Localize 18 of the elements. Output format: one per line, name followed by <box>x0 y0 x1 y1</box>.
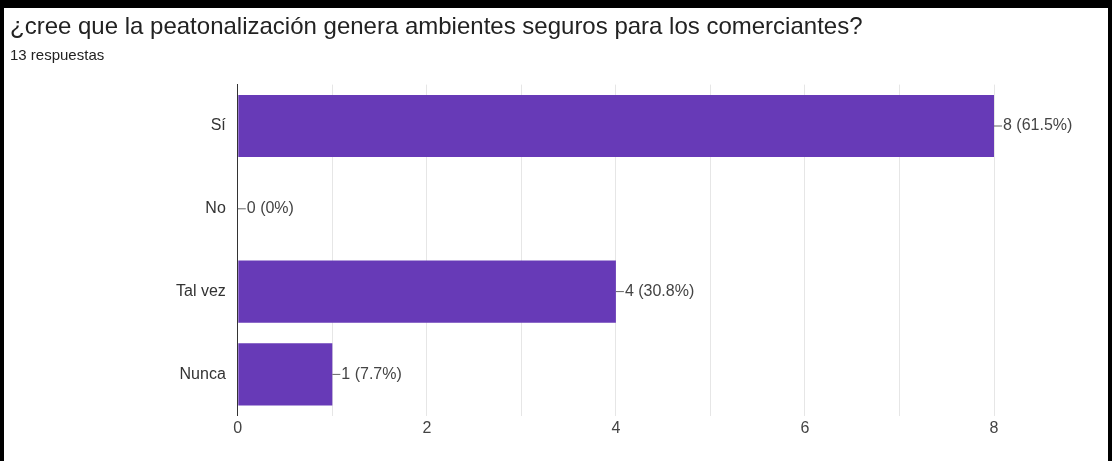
x-tick-label: 0 <box>233 418 243 436</box>
y-tick-label: Tal vez <box>176 282 226 300</box>
x-tick-label: 4 <box>611 418 621 436</box>
data-label: 0 (0%) <box>246 199 294 217</box>
x-tick-label: 2 <box>422 418 432 436</box>
bar <box>238 94 994 158</box>
y-tick-label: No <box>205 199 226 217</box>
x-tick-label: 6 <box>800 418 810 436</box>
chart-title: ¿cree que la peatonalización genera ambientes seguros para los comerciantes? <box>9 11 864 40</box>
bar <box>238 343 333 406</box>
bar <box>238 260 616 323</box>
data-label: 4 (30.8%) <box>624 282 695 300</box>
text: 13 respuestas <box>9 45 106 63</box>
y-tick-label: Sí <box>210 116 227 134</box>
data-label: 1 (7.7%) <box>341 364 402 382</box>
x-tick-label: 8 <box>989 418 999 436</box>
data-label: 8 (61.5%) <box>1003 116 1073 134</box>
y-tick-label: Nunca <box>179 364 226 382</box>
